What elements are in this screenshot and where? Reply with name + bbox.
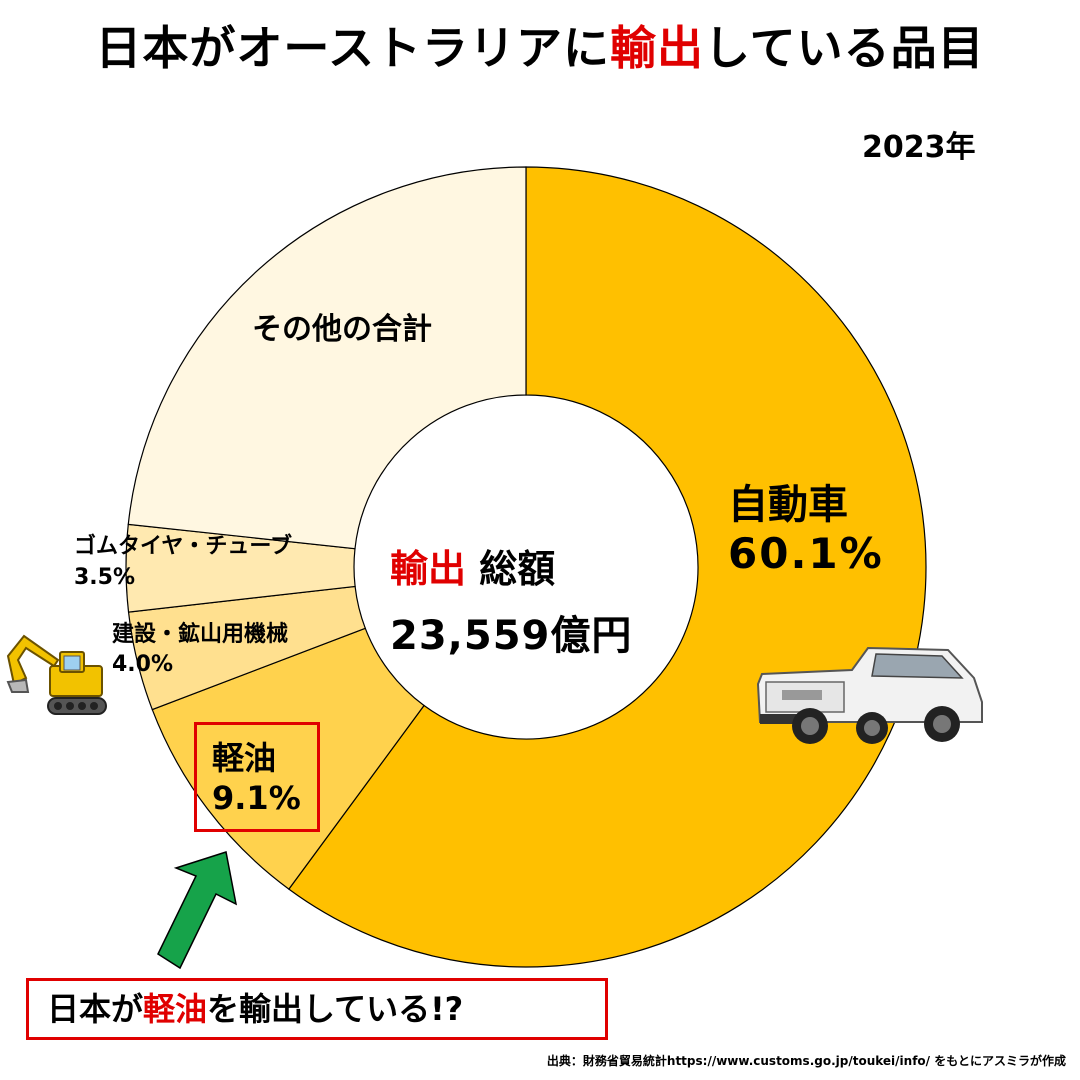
callout-box: 日本が軽油を輸出している!? bbox=[26, 978, 608, 1040]
label-tire-pct: 3.5% bbox=[74, 564, 136, 590]
label-diesel: 軽油 9.1% bbox=[212, 738, 301, 818]
donut-slice-4 bbox=[127, 166, 527, 550]
center-label-prefix: 輸出 bbox=[390, 547, 467, 591]
callout-suffix: を輸出している!? bbox=[207, 990, 464, 1028]
donut-slice-1 bbox=[151, 627, 425, 890]
year-label: 2023年 bbox=[862, 130, 976, 165]
center-total: 輸出 総額 23,559億円 bbox=[390, 538, 690, 661]
label-tire-name: ゴムタイヤ・チューブ bbox=[74, 534, 293, 559]
donut-slice-0 bbox=[288, 166, 927, 968]
chart-title: 日本がオーストラリアに輸出している品目 bbox=[0, 12, 1080, 78]
green-arrow-icon bbox=[157, 851, 238, 970]
label-construction-name: 建設・鉱山用機械 bbox=[112, 622, 289, 647]
label-automobile-pct: 60.1% bbox=[728, 529, 884, 579]
callout-highlight: 軽油 bbox=[143, 990, 208, 1028]
callout-prefix: 日本が bbox=[47, 990, 144, 1028]
title-suffix: している品目 bbox=[704, 21, 985, 75]
label-diesel-pct: 9.1% bbox=[212, 779, 301, 817]
label-construction-pct: 4.0% bbox=[112, 651, 174, 677]
excavator-icon bbox=[6, 634, 107, 715]
label-automobile-name: 自動車 bbox=[728, 482, 848, 528]
label-diesel-name: 軽油 bbox=[212, 739, 277, 777]
center-value: 23,559億円 bbox=[390, 613, 633, 659]
label-construction: 建設・鉱山用機械 4.0% bbox=[112, 620, 288, 679]
title-prefix: 日本がオーストラリアに bbox=[95, 21, 611, 75]
center-label-suffix: 総額 bbox=[479, 547, 556, 591]
title-highlight: 輸出 bbox=[610, 21, 705, 75]
label-tire: ゴムタイヤ・チューブ 3.5% bbox=[74, 532, 292, 594]
label-automobile: 自動車 60.1% bbox=[728, 482, 884, 579]
label-other: その他の合計 bbox=[252, 312, 432, 347]
source-note: 出典：財務省貿易統計https://www.customs.go.jp/touk… bbox=[546, 1054, 1066, 1068]
pickup-truck-icon bbox=[756, 646, 983, 744]
diesel-highlight-box bbox=[194, 722, 320, 832]
